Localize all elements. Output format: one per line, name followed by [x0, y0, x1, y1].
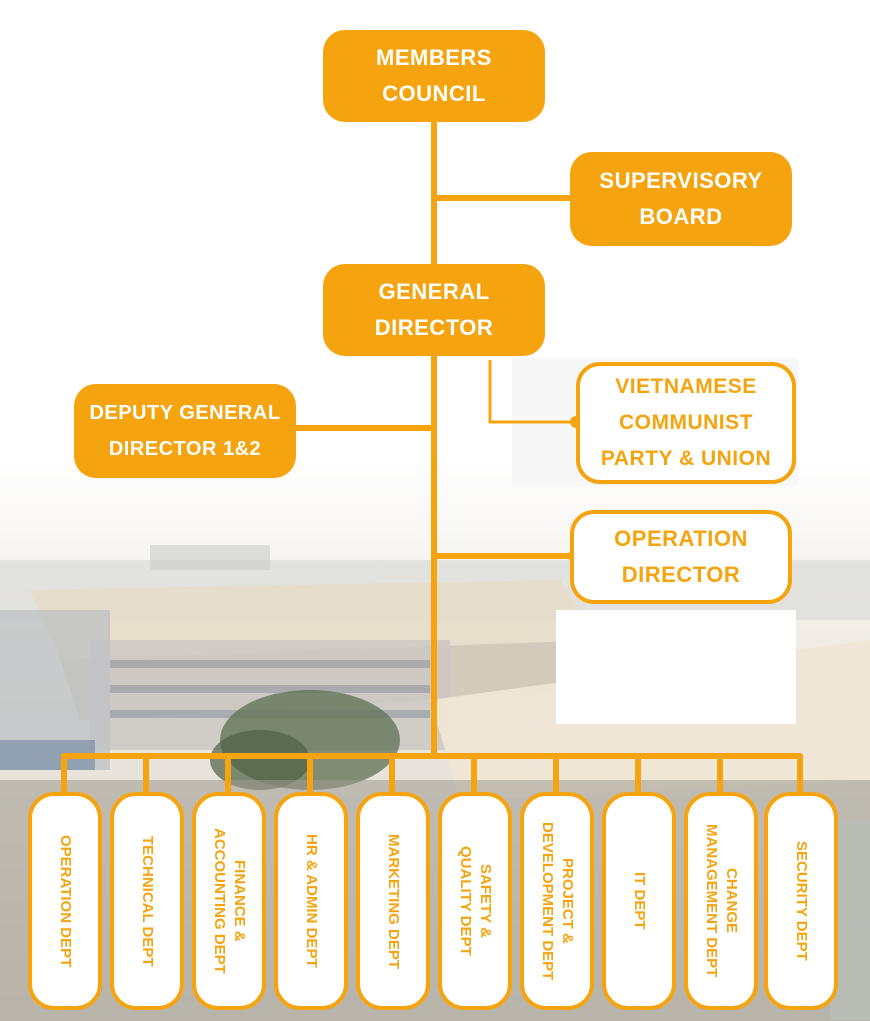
- deputy-general-director-box: DEPUTY GENERAL DIRECTOR 1&2: [74, 384, 296, 478]
- supervisory-board-box: SUPERVISORY BOARD: [570, 152, 792, 246]
- party-dotted-link: [488, 360, 576, 424]
- dept-finance-accounting: FINANCE & ACCOUNTING DEPT: [192, 792, 266, 1010]
- dept-technical: TECHNICAL DEPT: [110, 792, 184, 1010]
- dept-marketing: MARKETING DEPT: [356, 792, 430, 1010]
- dept-hr-admin: HR & ADMIN DEPT: [274, 792, 348, 1010]
- dept-security: SECURITY DEPT: [764, 792, 838, 1010]
- party-union-box: VIETNAMESE COMMUNIST PARTY & UNION: [576, 362, 796, 484]
- operation-director-box: OPERATION DIRECTOR: [570, 510, 792, 604]
- general-director-box: GENERAL DIRECTOR: [323, 264, 545, 356]
- dept-safety-quality: SAFETY & QUALITY DEPT: [438, 792, 512, 1010]
- members-council-box: MEMBERS COUNCIL: [323, 30, 545, 122]
- dept-it: IT DEPT: [602, 792, 676, 1010]
- dept-change-management: CHANGE MANAGEMENT DEPT: [684, 792, 758, 1010]
- white-panel-operation: [556, 610, 796, 724]
- dept-operation: OPERATION DEPT: [28, 792, 102, 1010]
- dept-project-development: PROJECT & DEVELOPMENT DEPT: [520, 792, 594, 1010]
